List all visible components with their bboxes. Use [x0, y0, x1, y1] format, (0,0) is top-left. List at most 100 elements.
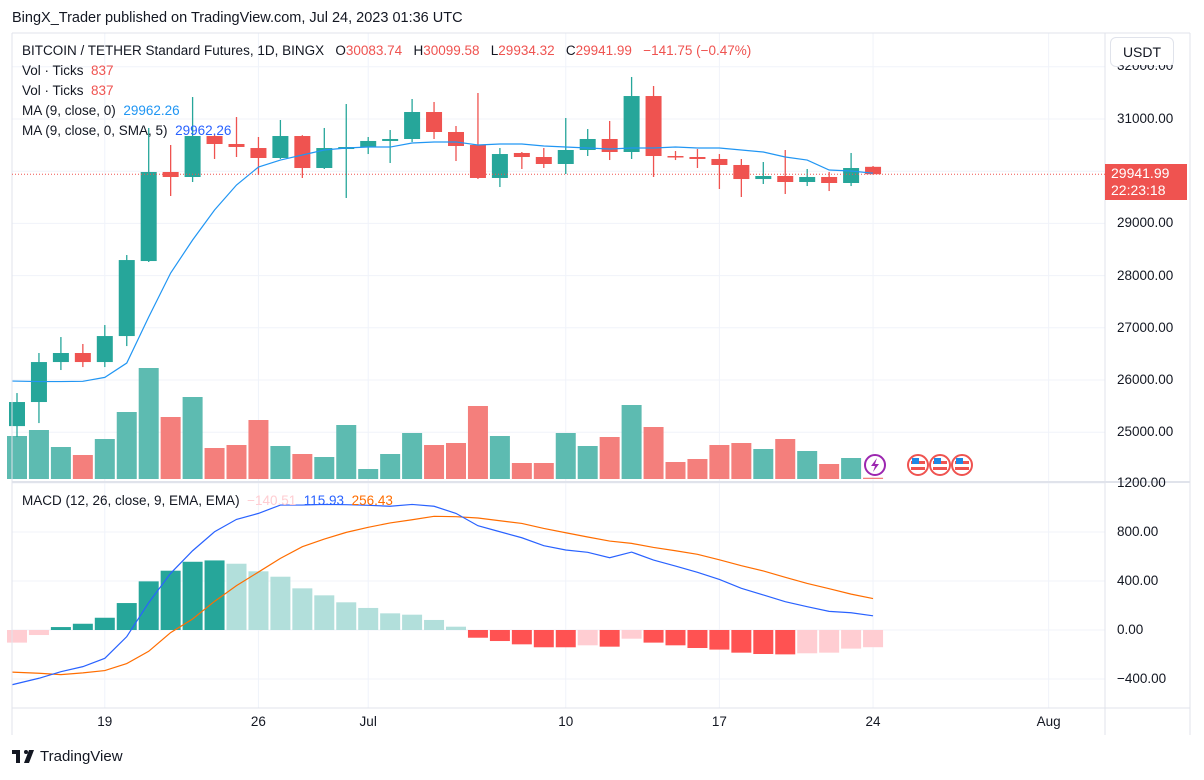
macd-histogram-bar	[797, 630, 818, 654]
symbol-title[interactable]: BITCOIN / TETHER Standard Futures, 1D, B…	[22, 43, 325, 58]
tradingview-logo[interactable]: TradingView	[12, 748, 123, 765]
macd-histogram-bar	[577, 630, 598, 646]
macd-histogram-bar	[511, 630, 532, 645]
vol-label: Vol · Ticks	[22, 83, 84, 98]
volume-bar	[380, 454, 401, 479]
macd-pane	[7, 503, 884, 686]
candle-body	[118, 260, 135, 337]
candle-body	[206, 136, 223, 145]
vol-label: Vol · Ticks	[22, 63, 84, 78]
volume-bar	[292, 454, 313, 479]
macd-histogram-bar	[424, 619, 445, 630]
candle-body	[448, 131, 464, 146]
us-flag-icon[interactable]	[907, 454, 929, 476]
vol-legend-2[interactable]: Vol · Ticks 837	[22, 83, 114, 98]
vol-value: 837	[91, 63, 114, 78]
candle-body	[469, 144, 486, 178]
open-label: O	[335, 43, 346, 58]
macd-histogram-bar	[819, 630, 840, 653]
time-tick: 24	[865, 714, 881, 729]
volume-bar	[248, 420, 269, 479]
time-tick: Aug	[1036, 714, 1061, 729]
macd-histogram-bar	[160, 570, 181, 630]
low-value: 29934.32	[498, 43, 555, 58]
logo-text: TradingView	[40, 748, 123, 765]
macd-histogram-bar	[665, 630, 686, 646]
price-tick: 26000.00	[1117, 372, 1174, 387]
flag-stripe	[933, 467, 947, 470]
volume-bars	[7, 368, 884, 479]
macd-histogram-bar	[270, 576, 291, 630]
last-price-label: 29941.99 22:23:18	[1105, 164, 1187, 200]
macd-histogram-bar	[7, 630, 27, 643]
currency-button[interactable]: USDT	[1110, 37, 1174, 67]
flag-canton	[912, 458, 919, 464]
volume-bar	[402, 433, 423, 479]
close-label: C	[565, 43, 576, 58]
candle-body	[799, 176, 816, 183]
us-flag-icon[interactable]	[929, 454, 951, 476]
us-flag-icon[interactable]	[951, 454, 973, 476]
flag-stripe	[955, 467, 969, 470]
macd-histogram-bar	[248, 571, 269, 630]
publish-line: BingX_Trader published on TradingView.co…	[12, 10, 463, 26]
candle-body	[689, 157, 706, 159]
volume-bar	[533, 463, 554, 479]
macd-histogram-bar	[863, 630, 884, 648]
candle-body	[250, 148, 267, 158]
macd-histogram-bar	[358, 607, 379, 630]
candle-body	[821, 176, 838, 183]
time-tick: Jul	[359, 714, 377, 729]
candle-body	[272, 136, 289, 158]
candle-body	[601, 138, 618, 152]
candles	[9, 76, 882, 438]
candle-body	[228, 144, 245, 147]
macd-histogram-bar	[687, 630, 708, 649]
open-value: 30083.74	[345, 43, 403, 58]
ma-legend-2[interactable]: MA (9, close, 0, SMA, 5) 29962.26	[22, 123, 231, 138]
price-tick: 28000.00	[1117, 267, 1174, 283]
macd-histogram-bar	[138, 581, 159, 630]
macd-tick: −400.00	[1117, 671, 1167, 686]
candle-body	[184, 136, 201, 177]
high-value: 30099.58	[423, 43, 480, 58]
macd-value: 115.93	[303, 493, 345, 508]
macd-histogram-bar	[28, 630, 49, 636]
macd-tick: 1200.00	[1117, 475, 1166, 490]
candle-body	[513, 152, 530, 158]
macd-histogram-bar	[467, 630, 488, 638]
volume-bar	[446, 443, 466, 479]
low-label: L	[490, 43, 499, 58]
time-tick: 10	[558, 714, 574, 729]
macd-histogram-bar	[533, 630, 554, 648]
volume-bar	[797, 451, 818, 479]
price-tick: 32000.00	[1117, 58, 1174, 73]
candle-body	[623, 96, 640, 152]
macd-histogram-bar	[489, 630, 510, 642]
macd-tick: 400.00	[1117, 573, 1159, 588]
volume-bar	[314, 457, 335, 479]
ma-legend-1[interactable]: MA (9, close, 0) 29962.26	[22, 103, 180, 118]
candle-body	[360, 140, 377, 147]
volume-bar	[841, 458, 862, 479]
vol-legend-1[interactable]: Vol · Ticks 837	[22, 63, 114, 78]
macd-histogram-bar	[50, 627, 71, 630]
macd-legend[interactable]: MACD (12, 26, close, 9, EMA, EMA) −140.5…	[22, 493, 393, 508]
lightning-icon[interactable]	[864, 454, 886, 476]
candle-body	[9, 402, 25, 427]
bar-countdown: 22:23:18	[1111, 182, 1166, 198]
time-tick: 19	[97, 714, 113, 729]
candle-body	[579, 138, 596, 151]
macd-histogram-bar	[72, 623, 93, 630]
ma-label: MA (9, close, 0)	[22, 103, 116, 118]
volume-bar	[511, 463, 532, 479]
volume-bar	[226, 445, 247, 479]
volume-bar	[577, 446, 598, 479]
price-tick: 31000.00	[1117, 111, 1174, 126]
candle-body	[711, 158, 728, 165]
candle-body	[140, 171, 157, 262]
macd-histogram-bar	[226, 563, 247, 630]
volume-bar	[731, 443, 752, 479]
candle-body	[755, 176, 772, 180]
